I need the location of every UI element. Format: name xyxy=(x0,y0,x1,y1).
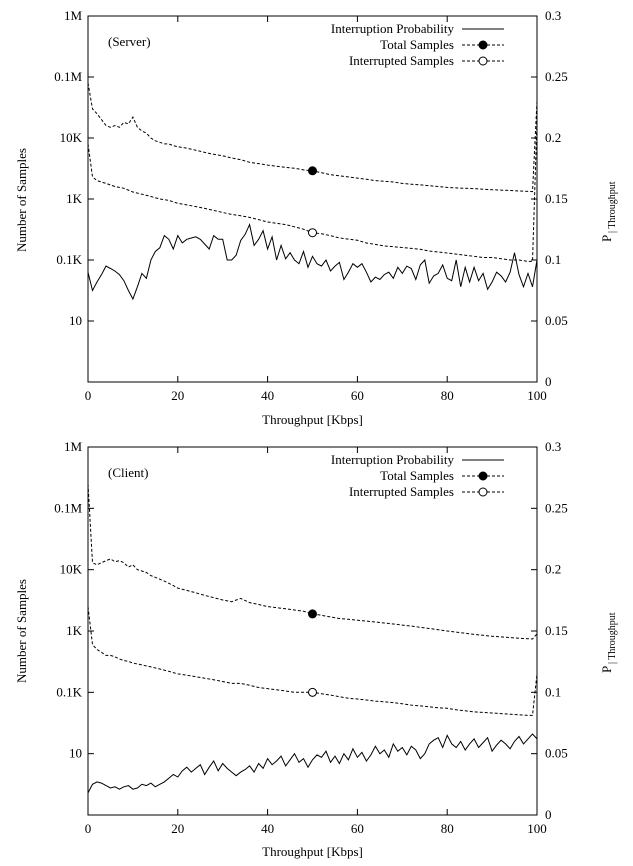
series-marker-2 xyxy=(308,687,317,697)
legend-marker xyxy=(478,471,488,481)
legend-entry: Interruption Probability xyxy=(331,452,504,467)
legend-marker xyxy=(478,56,488,66)
y-left-tick-label: 0.1K xyxy=(56,684,82,699)
x-axis-label: Throughput [Kbps] xyxy=(262,844,363,859)
legend-marker xyxy=(478,487,488,497)
x-axis-label: Throughput [Kbps] xyxy=(262,412,363,427)
plot-frame xyxy=(87,15,538,383)
y-left-tick-label: 1K xyxy=(66,623,83,638)
series-line-0 xyxy=(87,733,538,794)
legend-label: Total Samples xyxy=(380,468,454,483)
y-left-tick-label: 0.1K xyxy=(56,252,82,267)
legend-label: Interrupted Samples xyxy=(349,484,454,499)
legend-label: Interruption Probability xyxy=(331,21,455,36)
series-line-1 xyxy=(87,82,538,193)
x-tick-label: 0 xyxy=(85,388,92,403)
x-tick-label: 60 xyxy=(351,388,364,403)
y-left-tick-label: 1K xyxy=(66,191,83,206)
y-right-tick-label: 0 xyxy=(545,374,552,389)
x-tick-label: 60 xyxy=(351,821,364,836)
y-right-tick-label: 0 xyxy=(545,807,552,822)
y-right-axis-label-sub: | Throughput xyxy=(607,612,618,664)
series-marker-1 xyxy=(308,609,317,619)
x-tick-label: 40 xyxy=(261,821,274,836)
y-left-axis-label: Number of Samples xyxy=(14,148,29,252)
panel-label: (Server) xyxy=(108,34,151,49)
x-tick-label: 20 xyxy=(171,821,184,836)
y-left-tick-label: 0.1M xyxy=(54,500,82,515)
x-tick-label: 40 xyxy=(261,388,274,403)
y-right-tick-label: 0.1 xyxy=(545,252,561,267)
series-marker-2 xyxy=(308,228,317,238)
y-right-tick-label: 0.15 xyxy=(545,191,568,206)
y-right-axis-label: P | Throughput xyxy=(599,181,618,242)
y-right-axis-label-main: P xyxy=(599,235,614,242)
y-right-tick-label: 0.2 xyxy=(545,130,561,145)
y-right-tick-label: 0.3 xyxy=(545,8,561,23)
chart-panel-server: 0 20 40 60 80 1001M0.1M10K1K0.1K1000.050.10.1… xyxy=(14,8,618,427)
y-right-tick-label: 0.3 xyxy=(545,439,561,454)
legend-entry: Total Samples xyxy=(380,468,504,483)
y-right-axis-label: P | Throughput xyxy=(599,612,618,673)
x-tick-label: 0 xyxy=(85,821,92,836)
legend-marker xyxy=(478,40,488,50)
panel-label: (Client) xyxy=(108,465,148,480)
y-left-axis-label: Number of Samples xyxy=(14,579,29,683)
y-left-tick-label: 10K xyxy=(60,130,83,145)
x-tick-label: 80 xyxy=(441,388,454,403)
y-left-tick-label: 10 xyxy=(69,313,82,328)
y-right-tick-label: 0.25 xyxy=(545,500,568,515)
y-right-tick-label: 0.2 xyxy=(545,562,561,577)
legend-label: Interrupted Samples xyxy=(349,53,454,68)
x-tick-label: 20 xyxy=(171,388,184,403)
y-right-axis-label-main: P xyxy=(599,666,614,673)
y-left-tick-label: 0.1M xyxy=(54,69,82,84)
legend-entry: Interrupted Samples xyxy=(349,484,504,499)
legend-entry: Interruption Probability xyxy=(331,21,504,36)
legend-label: Interruption Probability xyxy=(331,452,455,467)
series-marker-1 xyxy=(308,166,317,176)
y-right-tick-label: 0.05 xyxy=(545,746,568,761)
y-right-tick-label: 0.15 xyxy=(545,623,568,638)
series-line-0 xyxy=(87,223,538,301)
x-tick-label: 100 xyxy=(527,821,547,836)
x-tick-label: 80 xyxy=(441,821,454,836)
y-left-tick-label: 1M xyxy=(64,8,83,23)
chart-panel-client: 0 20 40 60 80 1001M0.1M10K1K0.1K1000.050.10.1… xyxy=(14,439,618,859)
y-left-tick-label: 10K xyxy=(60,562,83,577)
y-left-tick-label: 10 xyxy=(69,746,82,761)
y-right-tick-label: 0.05 xyxy=(545,313,568,328)
y-right-tick-label: 0.25 xyxy=(545,69,568,84)
x-tick-label: 100 xyxy=(527,388,547,403)
legend-entry: Total Samples xyxy=(380,37,504,52)
legend-label: Total Samples xyxy=(380,37,454,52)
y-left-tick-label: 1M xyxy=(64,439,83,454)
series-line-1 xyxy=(87,483,538,640)
series-line-2 xyxy=(87,606,538,716)
legend-entry: Interrupted Samples xyxy=(349,53,504,68)
y-right-axis-label-sub: | Throughput xyxy=(607,181,618,233)
y-right-tick-label: 0.1 xyxy=(545,684,561,699)
